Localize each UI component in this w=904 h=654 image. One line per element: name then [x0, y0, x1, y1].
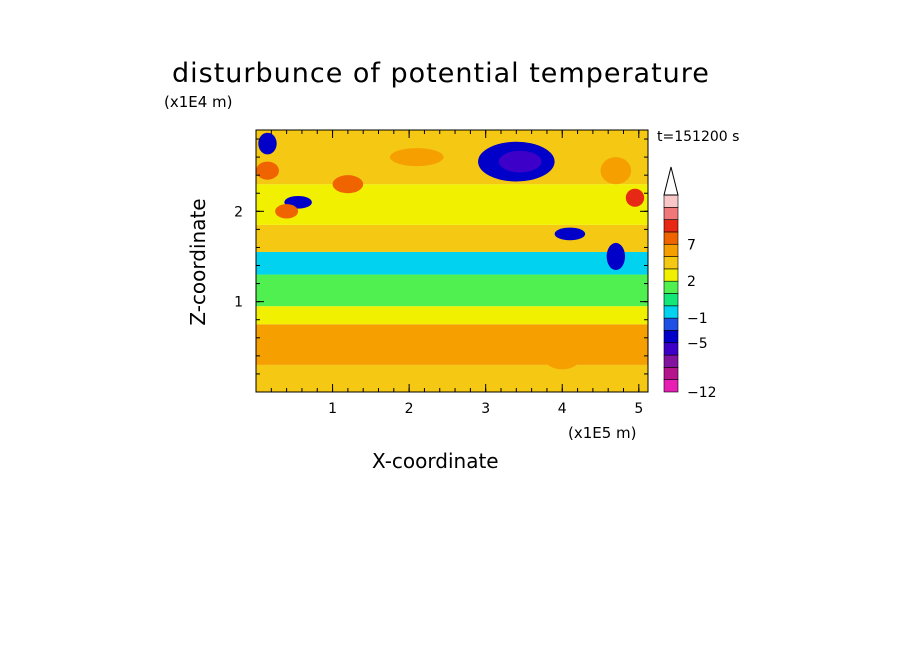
- colorbar-segment: [663, 305, 679, 319]
- x-axis-unit: (x1E5 m): [568, 424, 637, 442]
- x-tick-label: 5: [634, 401, 643, 417]
- colorbar-segment: [663, 268, 679, 282]
- colorbar-segment: [663, 330, 679, 344]
- x-axis-ticks: 1 2 3 4 5: [270, 130, 643, 417]
- field-feature-12: [600, 157, 632, 185]
- field-feature-11: [389, 148, 444, 167]
- field-feature-1: [498, 150, 542, 173]
- y-tick-label: 1: [234, 295, 243, 311]
- colorbar-tick-label: −5: [687, 336, 708, 352]
- field-band-7: [256, 130, 648, 185]
- x-tick-label: 1: [328, 401, 337, 417]
- field-band-6: [256, 184, 648, 225]
- y-axis-unit: (x1E4 m): [164, 93, 233, 111]
- colorbar-tick-label: −12: [687, 385, 717, 401]
- colorbar-segment: [663, 379, 679, 393]
- colorbar-segment: [663, 231, 679, 245]
- field-feature-9: [625, 188, 645, 207]
- colorbar-segment: [663, 342, 679, 356]
- field-band-0: [256, 364, 648, 392]
- chart-title: disturbunce of potential temperature: [172, 58, 710, 89]
- field-band-2: [256, 306, 648, 325]
- colorbar-segment: [663, 354, 679, 368]
- field-band-4: [256, 251, 648, 275]
- plot-frame: [255, 129, 649, 393]
- colorbar-tick-label: 7: [687, 237, 696, 253]
- colorbar-segment: [663, 280, 679, 294]
- field-feature-6: [332, 175, 364, 194]
- y-axis-ticks: 12: [234, 138, 648, 375]
- field-feature-8: [256, 161, 279, 180]
- colorbar-tick-label: 2: [687, 274, 696, 290]
- field-band-1: [256, 324, 648, 365]
- colorbar-segment: [663, 243, 679, 257]
- x-tick-label: 2: [405, 401, 414, 417]
- colorbar-segment: [663, 219, 679, 233]
- field-feature-5: [606, 242, 626, 271]
- x-axis-label: X-coordinate: [372, 449, 499, 473]
- field-feature-10: [543, 342, 582, 370]
- colorbar-segment: [663, 256, 679, 270]
- y-tick-label: 2: [234, 204, 243, 220]
- colorbar-segment: [663, 207, 679, 220]
- field-band-3: [256, 274, 648, 307]
- colorbar-segment: [663, 194, 679, 208]
- colorbar: −12−5−127: [663, 166, 717, 401]
- colorbar-segment: [663, 317, 679, 331]
- field-feature-2: [258, 132, 277, 155]
- field-feature-7: [275, 204, 299, 219]
- contour-field: [256, 130, 648, 392]
- time-label: t=151200 s: [657, 129, 740, 145]
- colorbar-segment: [663, 367, 679, 380]
- x-tick-label: 3: [481, 401, 490, 417]
- field-band-5: [256, 224, 648, 252]
- field-feature-4: [554, 227, 586, 241]
- colorbar-tick-label: −1: [687, 311, 708, 327]
- colorbar-extend-arrow: [663, 166, 679, 196]
- x-tick-label: 4: [558, 401, 567, 417]
- colorbar-segment: [663, 293, 679, 307]
